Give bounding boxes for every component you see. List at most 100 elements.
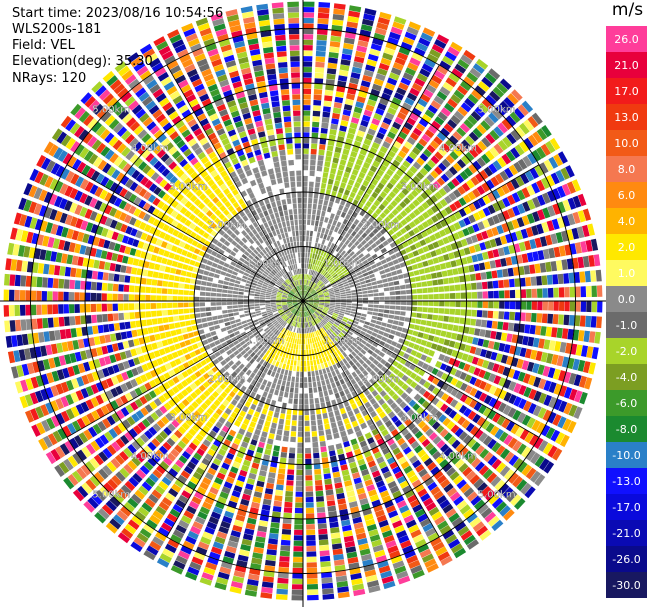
ppi-gate: [361, 232, 368, 239]
ppi-gate: [386, 338, 393, 345]
ppi-gate: [335, 260, 341, 266]
ppi-gate: [163, 426, 172, 436]
ppi-gate: [338, 324, 344, 330]
ppi-gate: [414, 103, 425, 112]
ppi-gate: [276, 583, 289, 590]
ppi-gate: [296, 338, 299, 345]
ppi-gate: [425, 341, 433, 348]
ppi-gate: [414, 508, 426, 518]
ppi-gate: [257, 377, 264, 384]
ppi-gate: [388, 72, 400, 81]
ppi-gate: [339, 64, 350, 72]
ppi-gate: [359, 265, 366, 271]
ppi-gate: [338, 333, 344, 339]
ppi-gate: [395, 301, 401, 305]
ppi-gate: [368, 304, 374, 308]
ppi-gate: [340, 223, 346, 230]
ppi-gate: [317, 386, 323, 392]
ppi-gate: [499, 505, 511, 517]
ppi-gate: [464, 344, 472, 353]
ppi-gate: [139, 449, 149, 459]
ppi-gate: [145, 477, 156, 488]
ppi-gate: [377, 102, 387, 111]
ppi-gate: [416, 406, 425, 415]
ppi-gate: [319, 138, 327, 145]
ppi-gate: [518, 398, 527, 410]
ppi-gate: [373, 293, 379, 297]
ppi-gate: [571, 179, 581, 192]
ppi-gate: [307, 311, 310, 316]
ppi-gate: [386, 350, 393, 356]
ppi-gate: [308, 382, 313, 388]
ppi-gate: [242, 405, 249, 413]
ppi-gate: [525, 449, 536, 461]
ppi-gate: [47, 317, 54, 328]
ppi-gate: [227, 329, 234, 335]
ppi-gate: [418, 434, 427, 444]
ppi-gate: [245, 431, 253, 439]
ppi-gate: [328, 201, 334, 208]
ppi-gate: [424, 236, 432, 244]
ppi-gate: [540, 352, 548, 363]
ppi-gate: [303, 192, 308, 198]
ppi-gate: [271, 516, 281, 523]
ppi-gate: [388, 314, 395, 319]
ppi-gate: [381, 199, 389, 207]
ppi-gate: [283, 375, 288, 381]
ppi-gate: [371, 191, 379, 199]
ppi-gate: [303, 1, 315, 7]
ppi-gate: [315, 370, 319, 376]
ppi-gate: [382, 530, 393, 538]
ppi-gate: [503, 379, 512, 389]
ppi-gate: [261, 504, 271, 511]
ppi-gate: [541, 221, 550, 233]
ppi-gate: [506, 356, 514, 366]
ppi-gate: [305, 246, 308, 253]
ppi-gate: [574, 315, 581, 327]
ppi-gate: [532, 196, 541, 208]
ppi-gate: [326, 235, 331, 241]
ppi-gate: [156, 295, 162, 301]
ppi-gate: [283, 335, 288, 341]
ppi-gate: [441, 158, 451, 168]
ppi-gate: [311, 306, 317, 311]
ppi-gate: [417, 262, 424, 269]
ppi-gate: [346, 393, 353, 400]
ppi-gate: [270, 371, 276, 377]
ppi-gate: [211, 481, 221, 490]
ppi-gate: [487, 192, 496, 202]
ppi-gate: [332, 112, 340, 120]
ppi-gate: [215, 501, 225, 510]
ppi-gate: [422, 177, 431, 187]
ppi-gate: [416, 288, 423, 294]
ppi-gate: [211, 283, 218, 288]
ppi-gate: [308, 344, 311, 350]
ppi-gate: [433, 70, 446, 80]
ppi-gate: [503, 344, 511, 354]
ppi-gate: [121, 528, 134, 539]
ppi-gate: [345, 333, 352, 338]
ppi-gate: [282, 523, 292, 530]
ppi-gate: [15, 319, 22, 332]
ppi-gate: [303, 143, 310, 149]
ppi-gate: [141, 481, 153, 492]
ppi-gate: [363, 138, 372, 146]
ppi-gate: [313, 304, 318, 308]
ppi-gate: [482, 219, 490, 229]
ppi-gate: [510, 147, 521, 159]
ppi-gate: [325, 84, 335, 91]
ppi-gate: [279, 333, 284, 339]
ppi-gate: [351, 308, 357, 312]
ppi-gate: [305, 338, 308, 345]
ppi-gate: [324, 331, 329, 337]
ppi-gate: [547, 411, 557, 424]
ppi-gate: [327, 505, 337, 512]
ppi-gate: [43, 263, 50, 275]
ppi-gate: [322, 205, 327, 212]
ppi-gate: [391, 208, 399, 216]
ppi-gate: [120, 331, 128, 340]
ppi-gate: [409, 112, 419, 122]
ppi-gate: [347, 347, 353, 353]
ppi-gate: [380, 358, 387, 365]
ppi-gate: [379, 305, 385, 309]
